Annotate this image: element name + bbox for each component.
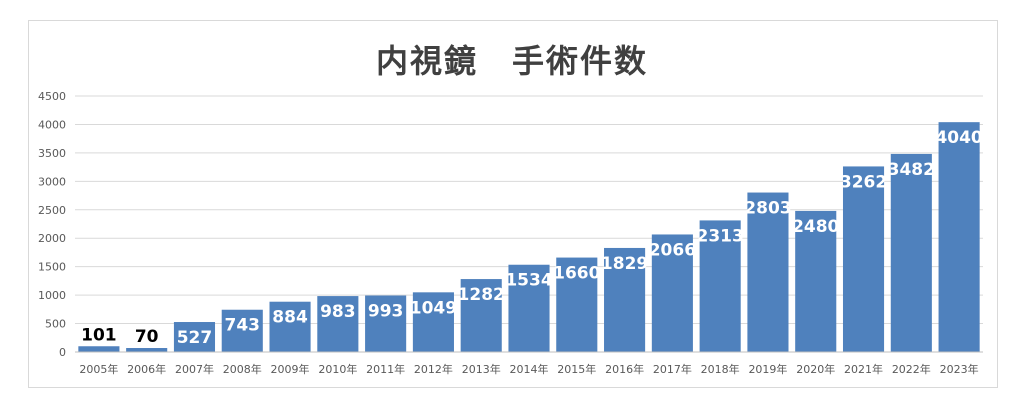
data-label: 2066 xyxy=(649,240,696,260)
bar xyxy=(938,122,980,353)
x-tick-label: 2019年 xyxy=(748,362,787,376)
data-label: 993 xyxy=(368,302,404,322)
y-tick-label: 1000 xyxy=(38,289,66,302)
y-tick-label: 2000 xyxy=(38,232,66,245)
y-tick-label: 500 xyxy=(45,318,66,331)
x-tick-label: 2021年 xyxy=(844,362,883,376)
bar xyxy=(412,292,454,352)
bar xyxy=(556,257,598,352)
data-label: 4040 xyxy=(935,128,982,148)
x-tick-label: 2012年 xyxy=(414,362,453,376)
x-tick-label: 2017年 xyxy=(653,362,692,376)
data-label: 884 xyxy=(272,308,308,328)
bar xyxy=(604,247,646,352)
y-tick-label: 2500 xyxy=(38,204,66,217)
bar xyxy=(795,210,837,352)
bar xyxy=(890,153,932,352)
data-label: 2803 xyxy=(744,199,791,219)
bar xyxy=(747,192,789,352)
data-label: 1282 xyxy=(458,285,505,305)
x-tick-label: 2023年 xyxy=(940,362,979,376)
y-tick-label: 3000 xyxy=(38,175,66,188)
x-tick-label: 2013年 xyxy=(462,362,501,376)
x-tick-label: 2010年 xyxy=(318,362,357,376)
bar xyxy=(651,234,693,352)
y-tick-label: 1500 xyxy=(38,261,66,274)
bar xyxy=(699,220,741,352)
data-label: 3482 xyxy=(888,160,935,180)
x-tick-label: 2005年 xyxy=(79,362,118,376)
x-tick-label: 2008年 xyxy=(223,362,262,376)
x-tick-label: 2022年 xyxy=(892,362,931,376)
bar xyxy=(126,348,168,352)
data-label: 3262 xyxy=(840,172,887,192)
y-tick-label: 4500 xyxy=(38,90,66,103)
bar xyxy=(460,279,502,352)
data-label: 527 xyxy=(177,328,213,348)
x-tick-label: 2011年 xyxy=(366,362,405,376)
bar xyxy=(508,264,550,352)
bar xyxy=(365,295,407,352)
bar xyxy=(78,346,120,352)
y-tick-label: 0 xyxy=(59,346,66,359)
x-tick-label: 2009年 xyxy=(271,362,310,376)
data-label: 2480 xyxy=(792,217,839,237)
data-label: 1534 xyxy=(505,271,552,291)
bar xyxy=(842,166,885,352)
bar xyxy=(317,296,359,352)
data-label: 1660 xyxy=(553,264,600,284)
data-label: 1049 xyxy=(410,298,457,318)
x-tick-label: 2007年 xyxy=(175,362,214,376)
x-tick-label: 2016年 xyxy=(605,362,644,376)
data-label: 2313 xyxy=(696,226,743,246)
x-tick-label: 2014年 xyxy=(510,362,549,376)
x-tick-label: 2006年 xyxy=(127,362,166,376)
data-label: 101 xyxy=(81,325,117,345)
data-label: 1829 xyxy=(601,254,648,274)
data-label: 70 xyxy=(135,327,159,347)
bar xyxy=(269,301,311,352)
chart-title: 内視鏡 手術件数 xyxy=(375,42,648,80)
y-tick-label: 4000 xyxy=(38,118,66,131)
bar xyxy=(173,322,216,352)
data-label: 983 xyxy=(320,302,356,322)
y-tick-label: 3500 xyxy=(38,147,66,160)
data-label: 743 xyxy=(225,316,261,336)
x-tick-label: 2015年 xyxy=(557,362,596,376)
x-tick-label: 2020年 xyxy=(796,362,835,376)
x-tick-label: 2018年 xyxy=(701,362,740,376)
bar xyxy=(221,309,263,352)
